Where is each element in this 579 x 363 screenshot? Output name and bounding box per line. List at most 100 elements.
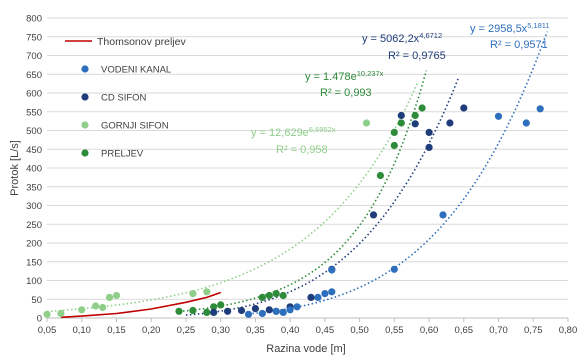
trendline-preljev	[178, 70, 428, 313]
y-tick-label: 150	[26, 257, 42, 268]
y-tick-label: 750	[26, 32, 42, 43]
legend-label-preljev: PRELJEV	[101, 149, 144, 160]
y-tick-label: 800	[26, 14, 42, 25]
equation-main: y = 1.478e	[305, 71, 357, 83]
point-vodeni-kanal	[522, 119, 530, 127]
legend-label-gornji-sifon: GORNJI SIFON	[101, 121, 169, 132]
point-vodeni-kanal	[244, 310, 253, 318]
point-preljev	[418, 104, 426, 112]
point-cd-sifon	[369, 211, 378, 219]
x-tick-label: 0,40	[281, 325, 300, 336]
x-tick-label: 0,65	[455, 325, 474, 336]
point-vodeni-kanal	[536, 105, 544, 113]
x-tick-label: 0,75	[524, 325, 543, 336]
y-tick-label: 250	[26, 220, 42, 231]
equation-main: y = 12,629e	[251, 127, 309, 139]
point-preljev	[272, 290, 280, 298]
point-cd-sifon	[460, 104, 468, 112]
point-vodeni-kanal	[279, 308, 287, 316]
trend-lines	[46, 31, 548, 316]
equation-preljev: y = 1.478e10,237x	[305, 69, 384, 83]
trendline-cd-sifon	[185, 76, 460, 316]
point-vodeni-kanal	[439, 211, 447, 219]
point-cd-sifon	[411, 120, 419, 128]
y-tick-label: 500	[26, 126, 42, 137]
equation-main: y = 5062,2x	[362, 33, 420, 45]
y-tick-label: 0	[37, 314, 42, 325]
point-preljev	[397, 119, 405, 127]
y-tick-label: 650	[26, 70, 42, 81]
point-vodeni-kanal	[314, 293, 322, 301]
point-cd-sifon	[307, 293, 315, 301]
point-cd-sifon	[425, 128, 433, 136]
point-cd-sifon	[425, 143, 433, 151]
trendline-gornji-sifon	[46, 82, 419, 313]
y-tick-label: 50	[31, 295, 42, 306]
point-preljev	[189, 306, 197, 315]
point-preljev	[175, 307, 183, 315]
point-preljev	[258, 293, 266, 301]
x-tick-label: 0,20	[142, 325, 161, 336]
legend-marker-cd-sifon	[81, 93, 89, 101]
y-tick-label: 300	[26, 201, 42, 212]
x-tick-label: 0,70	[489, 325, 508, 336]
r-squared-cd-sifon: R² = 0,9765	[388, 50, 446, 62]
point-preljev	[390, 128, 398, 136]
point-gornji-sifon	[78, 306, 86, 314]
y-tick-label: 100	[26, 276, 42, 287]
y-tick-label: 700	[26, 51, 42, 62]
y-tick-label: 550	[26, 107, 42, 118]
legend: Thomsonov preljev VODENI KANAL CD SIFON GOR…	[65, 36, 186, 160]
point-vodeni-kanal	[328, 266, 336, 274]
y-axis-label: Protok [L/s]	[9, 140, 21, 196]
point-gornji-sifon	[92, 302, 100, 310]
trendline-vodeni-kanal	[248, 31, 548, 315]
data-points	[43, 104, 544, 318]
point-preljev	[203, 308, 211, 316]
y-tick-label: 350	[26, 182, 42, 193]
point-preljev	[390, 141, 398, 150]
point-vodeni-kanal	[494, 112, 503, 120]
equation-exponent: 10,237x	[357, 69, 384, 78]
point-preljev	[376, 171, 384, 180]
x-tick-label: 0,05	[38, 325, 57, 336]
x-tick-label: 0,30	[211, 325, 230, 336]
legend-marker-preljev	[81, 149, 89, 157]
equation-vodeni-kanal: y = 2958,5x5,1811	[470, 21, 550, 35]
trend-equations: y = 2958,5x5,1811 R² = 0,9571 y = 5062,2x4…	[251, 21, 550, 156]
point-cd-sifon	[210, 308, 218, 316]
equation-exponent: 6,6952x	[309, 125, 336, 134]
equation-exponent: 5,1811	[527, 21, 549, 30]
legend-label-vodeni-kanal: VODENI KANAL	[101, 65, 171, 76]
r-squared-gornji-sifon: R² = 0,958	[276, 144, 328, 156]
equation-cd-sifon: y = 5062,2x4,6712	[362, 31, 442, 45]
equation-gornji-sifon: y = 12,629e6,6952x	[251, 125, 336, 139]
point-preljev	[210, 303, 218, 311]
point-cd-sifon	[397, 111, 405, 120]
point-vodeni-kanal	[258, 309, 266, 318]
thomson-line	[60, 291, 221, 319]
point-gornji-sifon	[203, 288, 211, 296]
equation-exponent: 4,6712	[419, 31, 442, 40]
x-tick-label: 0,55	[385, 325, 404, 336]
legend-label-cd-sifon: CD SIFON	[101, 93, 147, 104]
y-tick-label: 200	[26, 239, 42, 250]
x-tick-label: 0,15	[107, 325, 126, 336]
x-tick-label: 0,35	[246, 325, 265, 336]
point-vodeni-kanal	[390, 265, 398, 273]
point-preljev	[265, 291, 273, 300]
point-gornji-sifon	[57, 309, 65, 318]
point-cd-sifon	[251, 305, 259, 313]
point-vodeni-kanal	[293, 303, 301, 311]
point-gornji-sifon	[99, 303, 107, 312]
legend-marker-gornji-sifon	[81, 121, 89, 129]
point-gornji-sifon	[112, 291, 121, 300]
grid-lines	[47, 17, 568, 300]
x-tick-label: 0,45	[316, 325, 335, 336]
point-vodeni-kanal	[328, 288, 336, 296]
thomson-curve	[60, 291, 221, 319]
point-cd-sifon	[224, 307, 232, 315]
equation-main: y = 2958,5x	[470, 23, 528, 35]
point-preljev	[279, 291, 287, 300]
